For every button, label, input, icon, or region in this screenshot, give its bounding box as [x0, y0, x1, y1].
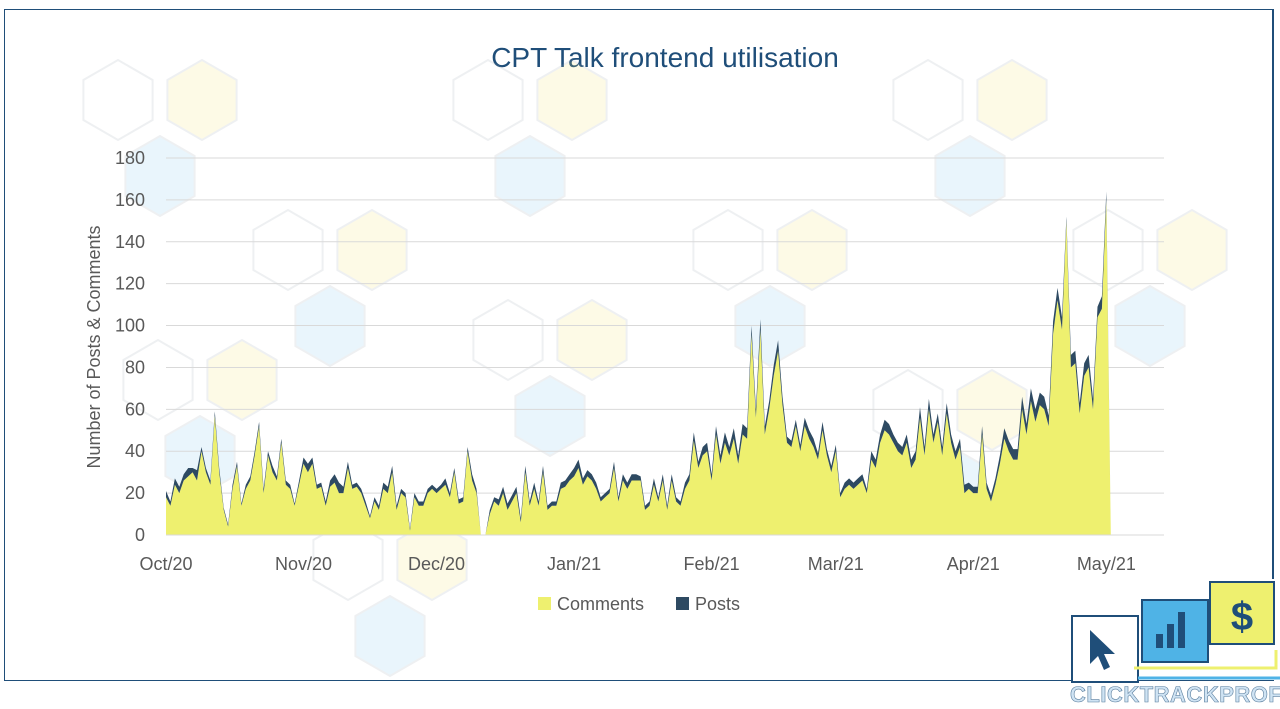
y-tick-label: 100 — [115, 316, 145, 336]
x-tick-label: Oct/20 — [139, 554, 192, 574]
x-tick-label: Mar/21 — [808, 554, 864, 574]
bar-chart-icon — [1156, 612, 1185, 648]
watermark-hexagon — [494, 134, 566, 218]
y-tick-label: 80 — [125, 357, 145, 377]
axes-layer: 0 20 40 60 80 100 120 140 160 180 Oct/20 Nov/20 Dec/… — [115, 148, 1164, 574]
watermark-hexagon — [206, 338, 278, 422]
watermark-hexagon — [122, 338, 194, 422]
watermark-hexagon — [976, 58, 1048, 142]
watermark-hexagon — [396, 518, 468, 602]
watermark-hexagon — [166, 58, 238, 142]
watermark-hexagon — [1156, 208, 1228, 292]
legend-label-comments: Comments — [557, 594, 644, 614]
watermark-hexagon — [472, 298, 544, 382]
watermark-hexagon — [536, 58, 608, 142]
x-tick-label: Jan/21 — [547, 554, 601, 574]
y-tick-label: 120 — [115, 274, 145, 294]
watermark-hexagon — [1072, 208, 1144, 292]
slide-frame — [4, 9, 1274, 681]
watermark-hexagon — [124, 134, 196, 218]
y-tick-label: 180 — [115, 148, 145, 168]
grid-lines — [166, 157, 1164, 494]
y-tick-label: 0 — [135, 525, 145, 545]
legend-swatch-posts — [676, 597, 689, 610]
y-tick-label: 160 — [115, 190, 145, 210]
watermark-hexagon — [252, 208, 324, 292]
slide-frame-right-edge — [1272, 9, 1274, 579]
x-tick-label: Feb/21 — [684, 554, 740, 574]
y-tick-label: 140 — [115, 232, 145, 252]
watermark-hexagon — [892, 58, 964, 142]
watermark-hexagon — [312, 518, 384, 602]
legend-label-posts: Posts — [695, 594, 740, 614]
watermark-hexagon — [956, 368, 1028, 452]
x-tick-label: Dec/20 — [408, 554, 465, 574]
watermark-hexagon — [514, 374, 586, 458]
watermark-hexagon — [452, 58, 524, 142]
x-tick-label: May/21 — [1077, 554, 1136, 574]
x-tick-label: Apr/21 — [947, 554, 1000, 574]
x-tick-label: Nov/20 — [275, 554, 332, 574]
y-tick-label: 60 — [125, 399, 145, 419]
watermark-hexagon — [776, 208, 848, 292]
watermark-hexagon — [556, 298, 628, 382]
clicktrackprofit-logo: $ — [1071, 581, 1280, 683]
y-axis-label: Number of Posts & Comments — [84, 225, 104, 468]
y-tick-label: 40 — [125, 441, 145, 461]
watermark-hexagon — [354, 594, 426, 678]
watermark-hexagon — [82, 58, 154, 142]
watermark-hexagon — [336, 208, 408, 292]
dollar-icon: $ — [1231, 595, 1253, 639]
watermark-hexagon — [692, 208, 764, 292]
legend: Comments Posts — [538, 594, 740, 614]
legend-swatch-comments — [538, 597, 551, 610]
y-tick-label: 20 — [125, 483, 145, 503]
series-area-comments — [166, 199, 1111, 535]
watermark-hexagon — [934, 134, 1006, 218]
logo-wordmark: CLICKTRACKPROFIT — [1070, 682, 1280, 708]
series-layer — [166, 191, 1111, 535]
chart-title: CPT Talk frontend utilisation — [491, 42, 839, 73]
cursor-icon — [1090, 630, 1115, 670]
watermark-pattern — [82, 58, 1228, 678]
